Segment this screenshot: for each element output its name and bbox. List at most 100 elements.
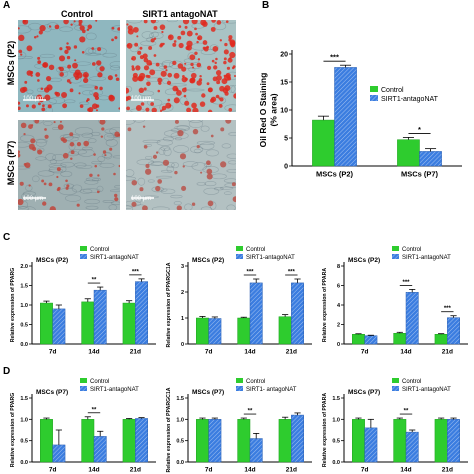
texture-fiber xyxy=(187,52,196,61)
legend-label: Control xyxy=(90,379,109,385)
y-axis-label: Relative expression of PPARG xyxy=(10,393,16,468)
texture-fiber xyxy=(200,125,210,132)
lipid-droplet xyxy=(117,27,120,31)
lipid-droplet xyxy=(83,140,90,147)
bar-control xyxy=(122,302,136,345)
lipid-droplet xyxy=(126,23,129,26)
lipid-droplet xyxy=(114,36,118,40)
significance-label: *** xyxy=(402,280,410,286)
texture-fiber xyxy=(188,120,204,129)
texture-fiber xyxy=(158,147,166,156)
lipid-droplet xyxy=(18,106,21,111)
lipid-droplet xyxy=(131,65,135,68)
lipid-droplet xyxy=(202,40,208,45)
chart-title: MSCs (P7) xyxy=(36,389,68,396)
bar-antagonat xyxy=(135,281,148,345)
lipid-droplet xyxy=(163,65,168,69)
lipid-droplet xyxy=(138,87,144,94)
texture-fiber xyxy=(160,169,173,173)
lipid-droplet xyxy=(233,93,236,99)
lipid-droplet xyxy=(93,153,96,156)
legend-label: Control xyxy=(246,247,265,253)
lipid-droplet xyxy=(40,87,44,91)
texture-fiber xyxy=(102,52,117,58)
legend-label: SIRT1-antagoNAT xyxy=(402,387,451,393)
y-tick-label: 1 xyxy=(181,316,184,322)
lipid-droplet xyxy=(87,24,93,30)
lipid-droplet xyxy=(56,188,60,192)
lipid-droplet xyxy=(104,154,107,157)
texture-fiber xyxy=(205,149,219,157)
texture-fiber xyxy=(126,176,137,181)
lipid-droplet xyxy=(159,44,163,48)
lipid-droplet xyxy=(200,20,207,26)
texture-fiber xyxy=(203,187,220,195)
lipid-droplet xyxy=(118,107,120,110)
lipid-droplet xyxy=(18,198,24,206)
lipid-droplet xyxy=(173,72,180,79)
lipid-droplet xyxy=(74,59,77,62)
lipid-droplet xyxy=(215,57,218,61)
lipid-droplet xyxy=(143,144,148,149)
lipid-droplet xyxy=(37,149,43,155)
texture-fiber xyxy=(188,120,204,123)
lipid-droplet xyxy=(206,160,211,166)
texture-fiber xyxy=(110,65,120,71)
lipid-droplet xyxy=(150,38,155,43)
legend-label: SIRT1-antagoNAT xyxy=(90,387,139,393)
lipid-droplet xyxy=(102,150,107,154)
lipid-droplet xyxy=(118,164,120,168)
lipid-droplet xyxy=(95,20,98,22)
lipid-droplet xyxy=(189,54,196,61)
y-tick-label: 1.0 xyxy=(332,417,340,423)
lipid-droplet xyxy=(212,76,218,82)
lipid-droplet xyxy=(59,66,64,72)
texture-fiber xyxy=(19,134,35,142)
significance-label: *** xyxy=(330,53,339,62)
bar-antagonat xyxy=(52,444,66,463)
chart-title: MSCs (P7) xyxy=(192,389,224,396)
lipid-droplet xyxy=(225,120,232,124)
lipid-droplet xyxy=(79,104,84,108)
lipid-droplet xyxy=(223,57,227,61)
lipid-droplet xyxy=(166,80,172,86)
legend-swatch-antagonat xyxy=(392,386,399,391)
lipid-droplet xyxy=(218,104,223,108)
texture-fiber xyxy=(230,85,236,94)
texture-fiber xyxy=(81,90,94,96)
bar-antagonat xyxy=(334,67,357,167)
bar-control xyxy=(434,419,448,463)
texture-fiber xyxy=(173,145,189,154)
texture-fiber xyxy=(151,31,159,38)
texture-fiber xyxy=(81,146,93,151)
lipid-droplet xyxy=(180,30,186,36)
texture-fiber xyxy=(89,76,107,82)
texture-fiber xyxy=(144,144,152,147)
lipid-droplet xyxy=(99,66,105,72)
texture-fiber xyxy=(18,141,30,148)
bar-control xyxy=(397,139,420,167)
texture-fiber xyxy=(18,165,31,170)
lipid-droplet xyxy=(221,78,228,85)
lipid-droplet xyxy=(37,56,41,60)
lipid-droplet xyxy=(47,104,52,109)
texture-fiber xyxy=(63,183,74,189)
significance-label: ** xyxy=(248,409,253,415)
lipid-droplet xyxy=(177,129,184,137)
bar-control xyxy=(352,334,365,345)
legend-label: Control xyxy=(402,379,421,385)
texture-fiber xyxy=(224,104,236,112)
y-tick-label: 1.0 xyxy=(20,417,28,423)
legend-swatch-control xyxy=(392,246,399,251)
lipid-droplet xyxy=(66,42,69,45)
legend-label: SIRT1-antagoNAT xyxy=(90,255,139,261)
lipid-droplet xyxy=(44,94,51,101)
texture-fiber xyxy=(64,194,82,202)
y-axis-label: (% area) xyxy=(269,93,279,126)
lipid-droplet xyxy=(191,102,197,109)
texture-fiber xyxy=(160,188,168,192)
texture-fiber xyxy=(73,162,87,168)
panel-letter-c: C xyxy=(3,232,11,243)
lipid-droplet xyxy=(19,181,24,186)
lipid-droplet xyxy=(23,162,27,166)
